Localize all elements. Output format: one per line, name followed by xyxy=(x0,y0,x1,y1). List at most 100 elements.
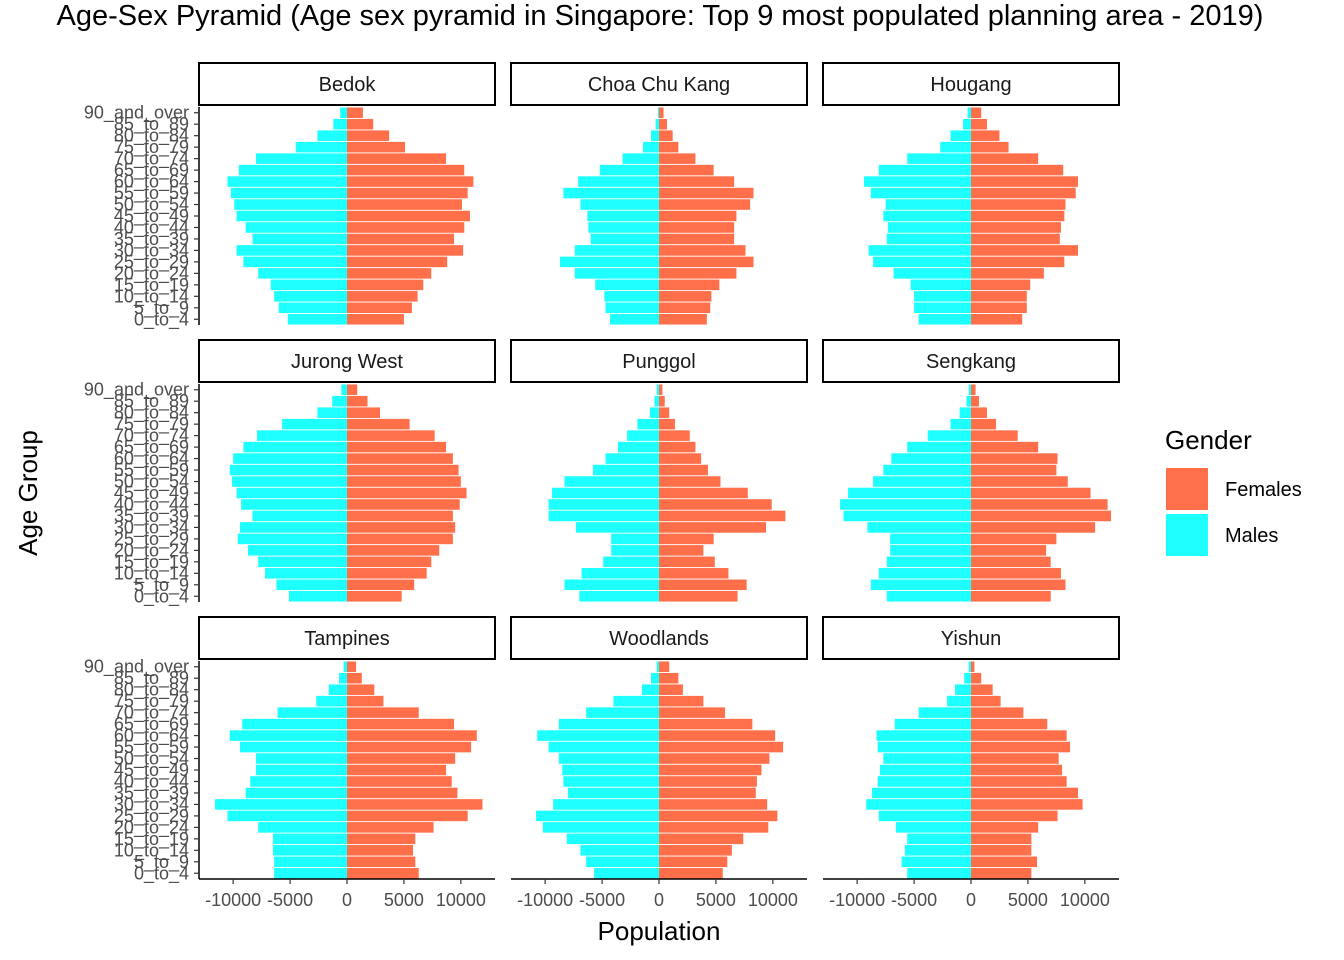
strip-hougang xyxy=(822,62,1120,106)
bar-males-70_to_74 xyxy=(627,430,659,441)
y-tick-label: 15_to_19 xyxy=(114,829,189,850)
bar-females-10_to_14 xyxy=(971,291,1027,302)
bar-females-30_to_34 xyxy=(971,245,1079,256)
bar-females-35_to_39 xyxy=(971,787,1079,799)
bar-females-45_to_49 xyxy=(347,487,467,499)
bar-males-85_to_89 xyxy=(332,395,347,407)
bar-females-60_to_64 xyxy=(347,176,474,187)
y-tick-label: 70_to_74 xyxy=(114,703,189,724)
bar-males-15_to_19 xyxy=(258,556,347,568)
bar-females-45_to_49 xyxy=(347,764,447,776)
bar-males-0_to_4 xyxy=(579,590,659,602)
bar-females-10_to_14 xyxy=(659,291,712,302)
panel-bedok: Bedok 0_to_45_to_910_to_1415_to_1920_to_2… xyxy=(84,62,496,330)
bar-females-0_to_4 xyxy=(347,867,419,879)
bar-females-40_to_44 xyxy=(971,222,1061,233)
bar-males-0_to_4 xyxy=(288,590,347,602)
bar-males-60_to_64 xyxy=(891,453,971,464)
bar-females-40_to_44 xyxy=(659,222,735,233)
bar-males-60_to_64 xyxy=(233,453,347,464)
bar-females-20_to_24 xyxy=(971,268,1044,279)
bar-males-30_to_34 xyxy=(553,799,659,810)
bar-females-20_to_24 xyxy=(971,822,1039,833)
bar-females-30_to_34 xyxy=(347,799,483,810)
bar-females-5_to_9 xyxy=(347,856,416,868)
bar-males-60_to_64 xyxy=(537,730,659,741)
bar-males-55_to_59 xyxy=(870,187,971,199)
bar-males-15_to_19 xyxy=(270,279,347,291)
bar-males-85_to_89 xyxy=(966,395,971,407)
bar-males-65_to_69 xyxy=(878,164,971,176)
bar-females-65_to_69 xyxy=(659,164,714,176)
bar-males-5_to_9 xyxy=(274,856,347,868)
x-tick-label: -10000 xyxy=(829,890,885,910)
bar-males-85_to_89 xyxy=(651,672,659,684)
y-tick-label: 0_to_4 xyxy=(134,586,189,607)
bar-females-65_to_69 xyxy=(659,718,753,730)
bar-males-5_to_9 xyxy=(605,302,659,314)
bar-males-55_to_59 xyxy=(548,741,659,753)
bar-males-40_to_44 xyxy=(840,499,971,510)
bar-females-30_to_34 xyxy=(347,522,456,533)
bar-females-25_to_29 xyxy=(971,533,1057,545)
bar-males-35_to_39 xyxy=(252,233,347,245)
bar-males-20_to_24 xyxy=(611,545,659,556)
bar-females-90_and_over xyxy=(347,107,363,119)
bar-females-50_to_54 xyxy=(347,199,462,210)
y-tick-label: 20_to_24 xyxy=(114,263,189,284)
bar-females-10_to_14 xyxy=(659,568,729,579)
panel-punggol: Punggol xyxy=(510,339,808,602)
bar-females-80_to_84 xyxy=(659,407,670,418)
bar-males-50_to_54 xyxy=(255,753,347,764)
bar-males-25_to_29 xyxy=(237,533,347,545)
y-tick-label: 10_to_14 xyxy=(114,563,189,584)
bar-females-90_and_over xyxy=(971,107,982,119)
y-tick-label: 25_to_29 xyxy=(114,529,189,550)
bar-females-55_to_59 xyxy=(347,741,472,753)
bar-females-90_and_over xyxy=(347,661,357,673)
strip-label: Jurong West xyxy=(291,351,403,373)
bar-males-60_to_64 xyxy=(227,176,347,187)
bar-females-5_to_9 xyxy=(659,302,711,314)
bar-females-40_to_44 xyxy=(971,499,1108,510)
bar-males-20_to_24 xyxy=(895,822,971,833)
bar-females-15_to_19 xyxy=(347,556,432,568)
bar-males-0_to_4 xyxy=(907,867,971,879)
bar-females-15_to_19 xyxy=(347,833,416,845)
bar-males-35_to_39 xyxy=(871,787,971,799)
bar-males-75_to_79 xyxy=(637,418,659,430)
bar-males-40_to_44 xyxy=(548,499,659,510)
y-tick-label: 90_and_over xyxy=(84,657,189,678)
y-tick-label: 5_to_9 xyxy=(134,852,189,873)
bar-males-45_to_49 xyxy=(883,210,971,222)
y-tick-label: 50_to_54 xyxy=(114,472,189,493)
bar-females-50_to_54 xyxy=(347,753,456,764)
bar-males-60_to_64 xyxy=(229,730,347,741)
bar-males-30_to_34 xyxy=(868,245,971,256)
y-tick-label: 55_to_59 xyxy=(114,183,189,204)
y-tick-label: 85_to_89 xyxy=(114,391,189,412)
bar-males-60_to_64 xyxy=(876,730,971,741)
bar-females-40_to_44 xyxy=(347,499,460,510)
y-tick-label: 15_to_19 xyxy=(114,275,189,296)
bar-females-35_to_39 xyxy=(347,510,453,522)
bar-males-10_to_14 xyxy=(273,845,347,856)
bar-males-5_to_9 xyxy=(914,302,971,314)
x-tick-label: 5000 xyxy=(1008,890,1048,910)
bar-males-75_to_79 xyxy=(950,418,971,430)
bar-males-70_to_74 xyxy=(277,707,347,718)
bar-males-45_to_49 xyxy=(236,487,347,499)
y-tick-label: 75_to_79 xyxy=(114,414,189,435)
bar-females-60_to_64 xyxy=(347,453,453,464)
bar-males-55_to_59 xyxy=(883,464,971,476)
bar-males-80_to_84 xyxy=(950,130,971,141)
bar-males-15_to_19 xyxy=(566,833,659,845)
bar-males-70_to_74 xyxy=(927,430,971,441)
bar-females-60_to_64 xyxy=(971,453,1058,464)
bar-females-0_to_4 xyxy=(347,313,404,325)
bar-males-65_to_69 xyxy=(907,441,971,453)
bar-males-50_to_54 xyxy=(558,753,659,764)
y-tick-label: 75_to_79 xyxy=(114,137,189,158)
y-tick-label: 0_to_4 xyxy=(134,309,189,330)
bar-females-5_to_9 xyxy=(659,579,747,591)
